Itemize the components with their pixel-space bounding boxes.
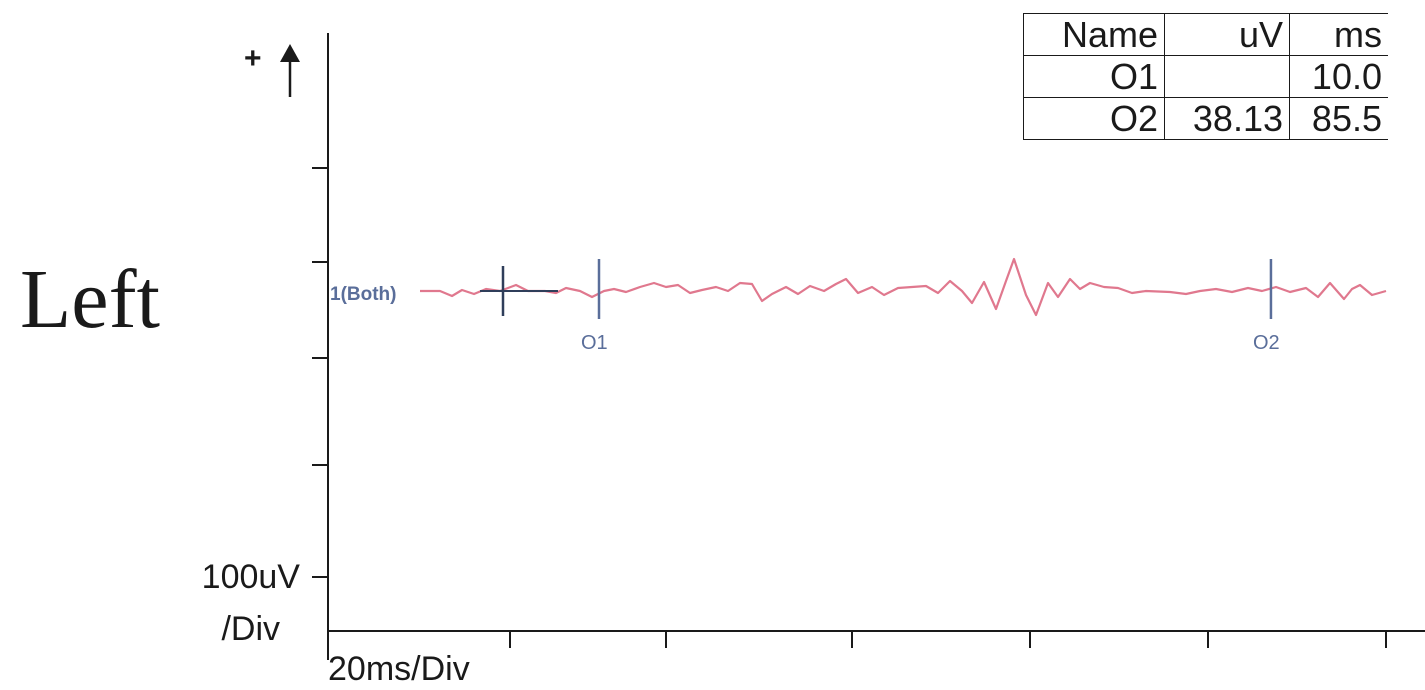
table-cell-ms: 10.0 (1289, 55, 1388, 98)
x-scale-label: 20ms/Div (328, 650, 470, 688)
table-cell-name: O1 (1023, 55, 1165, 98)
side-label: Left (20, 253, 160, 346)
table-row: O2 38.13 85.5 (1023, 97, 1388, 140)
y-scale-value: 100uV (201, 558, 300, 596)
up-arrow-icon (280, 44, 300, 97)
axes (312, 33, 1425, 660)
results-table: Name uV ms O1 10.0 O2 38.13 85.5 (1023, 13, 1388, 140)
polarity-label: + (244, 42, 262, 75)
table-cell-uv (1164, 55, 1290, 98)
waveform-trace (420, 257, 1387, 317)
table-header-row: Name uV ms (1023, 13, 1388, 56)
marker-label-o2: O2 (1253, 332, 1280, 354)
y-scale-unit: /Div (221, 610, 280, 648)
column-header-ms: ms (1289, 13, 1388, 56)
trace-label: 1(Both) (330, 284, 396, 305)
table-cell-name: O2 (1023, 97, 1165, 140)
marker-label-o1: O1 (581, 332, 608, 354)
table-row: O1 10.0 (1023, 55, 1388, 98)
table-cell-uv: 38.13 (1164, 97, 1290, 140)
column-header-uv: uV (1164, 13, 1290, 56)
baseline-cursor (480, 266, 558, 316)
column-header-name: Name (1023, 13, 1165, 56)
table-cell-ms: 85.5 (1289, 97, 1388, 140)
